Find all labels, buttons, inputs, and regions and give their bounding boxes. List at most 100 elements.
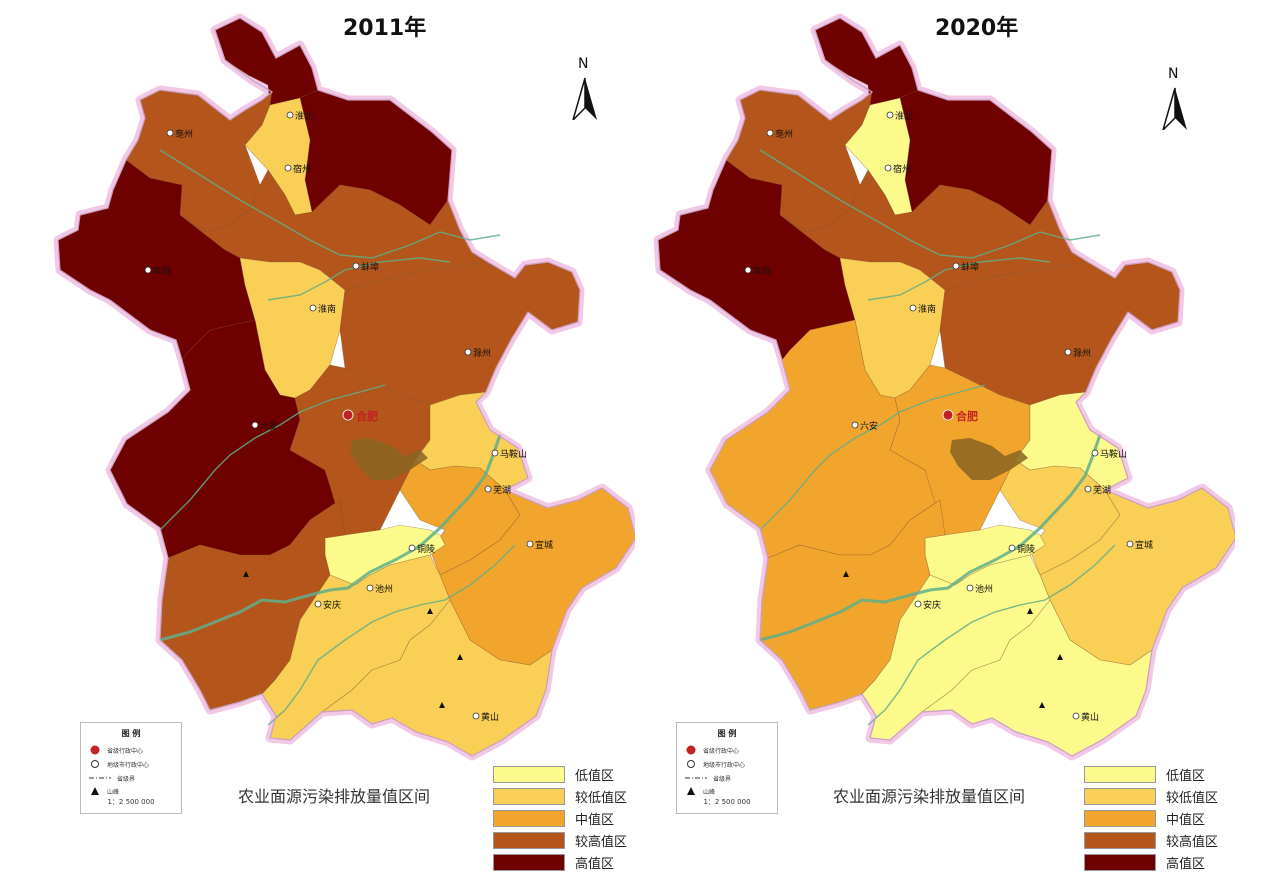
legend-row-mid: 中值区 bbox=[493, 807, 643, 829]
legend-label: 较高值区 bbox=[575, 834, 628, 850]
north-arrow: N bbox=[570, 56, 600, 124]
legend-swatch bbox=[1084, 809, 1156, 827]
map-title: 2020年 bbox=[935, 16, 1019, 41]
river-line bbox=[867, 257, 1051, 301]
city-label: 淮北 bbox=[895, 111, 913, 122]
city-marker bbox=[314, 600, 322, 608]
peak-marker bbox=[243, 571, 249, 577]
city-label: 合肥 bbox=[956, 409, 978, 423]
peak-marker bbox=[843, 571, 849, 577]
inset-item-label: 山峰 bbox=[107, 788, 120, 796]
legend-swatch bbox=[493, 853, 565, 871]
city-label: 宿州 bbox=[893, 163, 911, 175]
north-letter: N bbox=[578, 56, 589, 72]
city-label: 铜陵 bbox=[1017, 543, 1035, 555]
north-arrow: N bbox=[1160, 66, 1190, 134]
map-panel-2011: 2011年 淮北 宿州 亳州 阜阳 蚌埠 淮南 滁州 六安 合肥 马鞍山 芜湖 宣城 铜陵 池州 安庆 黄山 … bbox=[53, 13, 635, 872]
city-label: 淮南 bbox=[918, 303, 936, 315]
city-marker bbox=[472, 712, 480, 720]
city-label: 宿州 bbox=[293, 163, 311, 175]
city-label: 芜湖 bbox=[493, 484, 511, 496]
inset-item-label: 地级市行政中心 bbox=[703, 761, 746, 769]
legend-row-low: 较低值区 bbox=[493, 785, 643, 807]
legend-row-lowest: 低值区 bbox=[1084, 763, 1234, 785]
north-arrow-icon bbox=[1161, 87, 1187, 133]
inset-item-capital: 省级行政中心 bbox=[89, 745, 143, 755]
boundary-line-icon bbox=[685, 777, 707, 779]
province-outline bbox=[657, 17, 1235, 757]
city-marker bbox=[744, 266, 752, 274]
legend-label: 低值区 bbox=[1166, 768, 1206, 784]
capital-marker bbox=[942, 409, 954, 421]
city-label: 淮北 bbox=[295, 111, 313, 122]
inset-item-boundary: 省级界 bbox=[685, 773, 731, 783]
legend-swatch bbox=[493, 831, 565, 849]
city-marker bbox=[286, 111, 294, 119]
legend-row-mid: 中值区 bbox=[1084, 807, 1234, 829]
inset-item-label: 山峰 bbox=[703, 788, 716, 796]
river-line bbox=[267, 257, 451, 301]
legend-label: 较低值区 bbox=[1166, 790, 1219, 806]
legend-row-high_mid: 较高值区 bbox=[493, 829, 643, 851]
legend-label: 高值区 bbox=[1166, 856, 1206, 872]
city-marker bbox=[309, 304, 317, 312]
inset-legend: 图 例 省级行政中心 地级市行政中心 省级界 山峰 1：2 500 000 bbox=[676, 722, 778, 814]
inset-item-peak: 山峰 bbox=[685, 786, 715, 796]
city-marker bbox=[251, 421, 259, 429]
city-marker bbox=[144, 266, 152, 274]
legend-swatch bbox=[493, 765, 565, 783]
city-marker bbox=[1084, 485, 1092, 493]
legend-label: 中值区 bbox=[1166, 812, 1206, 828]
city-label: 亳州 bbox=[175, 128, 193, 140]
legend-row-high: 高值区 bbox=[493, 851, 643, 873]
city-marker bbox=[966, 584, 974, 592]
city-marker bbox=[1126, 540, 1134, 548]
city-marker bbox=[284, 164, 292, 172]
legend-swatch bbox=[1084, 831, 1156, 849]
city-label: 蚌埠 bbox=[961, 261, 979, 273]
capital-marker-icon bbox=[90, 745, 100, 755]
city-label: 安庆 bbox=[923, 599, 941, 611]
capital-marker-icon bbox=[686, 745, 696, 755]
legend-swatch bbox=[1084, 787, 1156, 805]
peak-marker bbox=[439, 702, 445, 708]
river-line bbox=[159, 384, 386, 531]
legend-caption: 农业面源污染排放量值区间 bbox=[238, 787, 431, 806]
city-label: 蚌埠 bbox=[361, 261, 379, 273]
city-marker bbox=[166, 129, 174, 137]
legend-label: 较低值区 bbox=[575, 790, 628, 806]
peak-marker bbox=[1057, 654, 1063, 660]
city-marker bbox=[1064, 348, 1072, 356]
city-marker bbox=[408, 544, 416, 552]
city-label: 宣城 bbox=[535, 539, 553, 551]
city-label: 淮南 bbox=[318, 303, 336, 315]
inset-item-city: 地级市行政中心 bbox=[89, 759, 149, 769]
legend-label: 中值区 bbox=[575, 812, 615, 828]
city-marker bbox=[1072, 712, 1080, 720]
city-label: 黄山 bbox=[481, 711, 499, 723]
inset-item-peak: 山峰 bbox=[89, 786, 119, 796]
city-marker bbox=[851, 421, 859, 429]
city-marker bbox=[886, 111, 894, 119]
legend-row-high_mid: 较高值区 bbox=[1084, 829, 1234, 851]
city-marker bbox=[952, 262, 960, 270]
river-line bbox=[759, 434, 1102, 642]
capital-marker bbox=[342, 409, 354, 421]
city-marker bbox=[909, 304, 917, 312]
city-label: 宣城 bbox=[1135, 539, 1153, 551]
city-label: 安庆 bbox=[323, 599, 341, 611]
city-marker bbox=[1091, 449, 1099, 457]
inset-legend-title: 图 例 bbox=[717, 729, 737, 738]
city-label: 池州 bbox=[975, 583, 993, 595]
city-marker bbox=[464, 348, 472, 356]
peak-marker-icon bbox=[687, 787, 695, 795]
city-label: 六安 bbox=[260, 420, 278, 432]
city-label: 六安 bbox=[860, 420, 878, 432]
legend-row-low: 较低值区 bbox=[1084, 785, 1234, 807]
city-marker bbox=[491, 449, 499, 457]
city-marker bbox=[352, 262, 360, 270]
legend-swatch bbox=[1084, 765, 1156, 783]
river-line bbox=[759, 384, 986, 531]
city-label: 铜陵 bbox=[417, 543, 435, 555]
legend-label: 低值区 bbox=[575, 768, 615, 784]
